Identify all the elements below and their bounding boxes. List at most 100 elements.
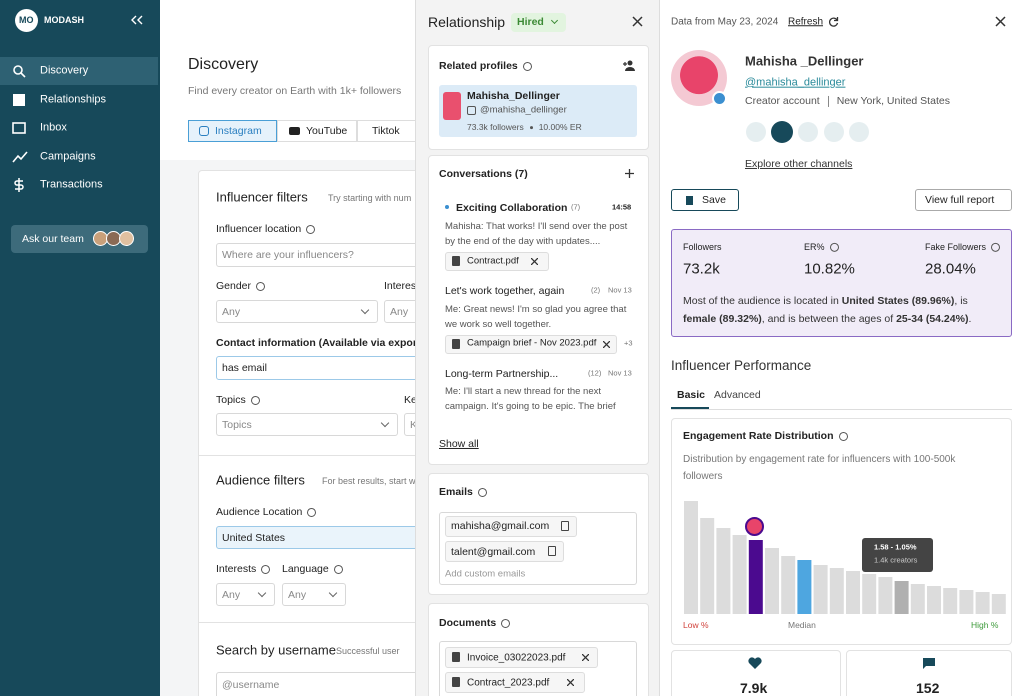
select[interactable] (216, 413, 398, 436)
tab-active[interactable] (188, 120, 277, 142)
nav-item[interactable]: Relationships (40, 93, 107, 106)
document-chip[interactable] (445, 672, 585, 693)
refresh-icon[interactable] (829, 17, 839, 27)
profile-handle[interactable]: @mahisha_dellinger (745, 76, 846, 89)
chart-description: Distribution by engagement rate for infl… (683, 454, 956, 482)
bar[interactable] (943, 588, 958, 614)
input[interactable] (216, 243, 415, 267)
bar[interactable] (862, 574, 877, 614)
explore-link[interactable]: Explore other channels (745, 157, 853, 170)
brand: MODASH (44, 14, 84, 25)
tab-label[interactable]: Tiktok (372, 124, 400, 137)
select[interactable] (216, 583, 275, 606)
card-title: Documents (439, 617, 511, 629)
input[interactable] (216, 356, 415, 380)
input[interactable] (216, 526, 415, 549)
hint: For best results, start w (322, 475, 415, 486)
nav-item[interactable]: Discovery (40, 64, 89, 77)
tab[interactable] (357, 120, 415, 142)
social-icon[interactable] (824, 122, 844, 142)
tab[interactable] (277, 120, 357, 142)
attachment[interactable] (445, 335, 617, 354)
tab-label[interactable]: Instagram (215, 124, 262, 137)
conversation-preview: Mahisha: That works! I'll send over the … (445, 221, 628, 247)
social-icon[interactable] (849, 122, 869, 142)
email-chip[interactable] (445, 516, 577, 537)
tab-active[interactable]: Basic (677, 388, 706, 401)
collapse[interactable] (131, 15, 143, 25)
remove[interactable] (531, 258, 538, 265)
nav-item[interactable]: Inbox (40, 121, 67, 134)
bar[interactable] (813, 565, 828, 614)
select-value: Any (222, 588, 241, 601)
separator (827, 95, 829, 107)
bar[interactable] (732, 535, 747, 614)
stat-value: 73.2k (683, 260, 720, 278)
input[interactable] (216, 672, 415, 696)
summary-bold: 25-34 (54.24%) (896, 313, 969, 325)
bar[interactable] (878, 577, 893, 614)
social-icon-active[interactable] (771, 121, 793, 143)
tab[interactable]: Advanced (714, 388, 761, 401)
add[interactable] (625, 169, 634, 178)
bar[interactable] (927, 586, 941, 614)
report-button[interactable] (915, 189, 1012, 211)
bar[interactable] (910, 584, 925, 614)
remove[interactable] (567, 679, 574, 686)
add-person[interactable] (623, 60, 636, 71)
remove[interactable] (603, 341, 610, 348)
bar[interactable] (846, 571, 860, 614)
bar[interactable] (894, 581, 909, 614)
document-chip[interactable] (445, 647, 598, 668)
bar[interactable] (959, 590, 974, 614)
bar[interactable] (700, 518, 715, 614)
status-badge[interactable] (511, 13, 566, 32)
close[interactable] (995, 16, 1006, 27)
bar[interactable] (765, 548, 779, 614)
email: mahisha@gmail.com (451, 519, 550, 532)
profile-row[interactable] (439, 85, 637, 137)
bar[interactable] (991, 594, 1006, 614)
bar[interactable] (829, 568, 844, 614)
bar[interactable] (684, 501, 698, 614)
bookmark-icon (686, 196, 693, 205)
summary-text: Most of the audience is located in (683, 295, 842, 307)
copy-icon[interactable] (561, 521, 569, 531)
nav-item[interactable]: Campaigns (40, 150, 96, 163)
bar[interactable] (975, 592, 990, 614)
bar[interactable] (797, 560, 812, 614)
social-icon[interactable] (798, 122, 818, 142)
remove[interactable] (582, 654, 589, 661)
document-name: Contract_2023.pdf (467, 677, 550, 689)
save-label[interactable]: Save (702, 193, 726, 206)
conversation-title[interactable]: Long-term Partnership... (445, 367, 559, 380)
conversation-title[interactable]: Let's work together, again (445, 284, 565, 297)
conversation-title[interactable]: Exciting Collaboration (456, 201, 568, 214)
bar[interactable] (748, 540, 763, 614)
team-button-text[interactable]: Ask our team (22, 232, 84, 245)
chart-title: Engagement Rate Distribution (683, 430, 848, 442)
refresh[interactable]: Refresh (788, 16, 824, 28)
select[interactable] (384, 300, 415, 323)
input[interactable] (404, 413, 415, 436)
nav-active (0, 57, 158, 85)
nav-item[interactable]: Transactions (40, 178, 103, 191)
save-button[interactable] (671, 189, 739, 211)
select[interactable] (282, 583, 346, 606)
bar-avatar (745, 517, 764, 536)
label: Ke (404, 393, 415, 406)
profile-name: Mahisha _Dellinger (745, 53, 864, 69)
attachment[interactable] (445, 252, 549, 271)
bar[interactable] (781, 556, 796, 614)
social-icon[interactable] (746, 122, 766, 142)
tab-label[interactable]: YouTube (306, 124, 348, 137)
bar[interactable] (716, 528, 731, 614)
copy-icon[interactable] (548, 546, 556, 556)
card-title: Conversations (7) (439, 167, 528, 180)
close[interactable] (632, 16, 643, 27)
show-all[interactable]: Show all (439, 437, 479, 450)
label: Topics (216, 394, 260, 406)
report-label[interactable]: View full report (925, 193, 995, 206)
select[interactable] (216, 300, 378, 323)
email-chip[interactable] (445, 541, 564, 562)
